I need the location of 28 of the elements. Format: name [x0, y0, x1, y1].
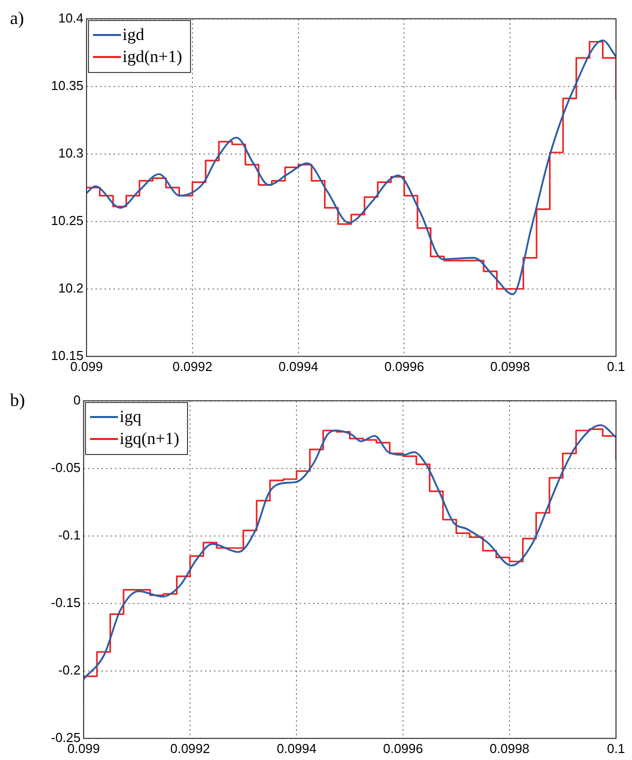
- y-tick-label: -0.2: [58, 662, 81, 678]
- x-tick-label: 0.0994: [276, 740, 316, 756]
- x-tick-label: 0.0998: [490, 740, 530, 756]
- legend-label: igd(n+1): [122, 46, 182, 68]
- text: b): [10, 390, 25, 411]
- y-tick-label: 10.35: [50, 78, 84, 93]
- x-tick-label: 0.0992: [170, 740, 210, 756]
- y-tick-label: 0: [73, 392, 81, 408]
- y-tick-label: 10.3: [58, 145, 84, 160]
- legend-label: igd: [122, 24, 144, 46]
- y-tick-label: 10.25: [50, 212, 84, 228]
- x-tick-label: 0.0996: [384, 358, 424, 374]
- x-tick-label: 0.1: [606, 740, 626, 756]
- y-tick-label: -0.05: [50, 460, 81, 475]
- x-tick-label: 0.0992: [172, 358, 212, 374]
- y-tick-label: 10.2: [58, 280, 84, 296]
- y-tick-label: -0.25: [50, 730, 81, 745]
- legend-label: igq(n+1): [120, 428, 180, 450]
- x-tick-label: 0.1: [606, 358, 626, 374]
- x-tick-label: 0.0996: [383, 740, 423, 756]
- y-tick-label: -0.1: [58, 527, 81, 542]
- x-tick-label: 0.0998: [490, 358, 530, 374]
- y-tick-label: 10.15: [50, 348, 84, 363]
- y-tick-label: -0.15: [50, 594, 81, 610]
- x-tick-label: 0.0994: [278, 358, 318, 374]
- y-tick-label: 10.4: [58, 10, 84, 26]
- legend-label: igq: [120, 406, 142, 428]
- text: a): [10, 8, 24, 29]
